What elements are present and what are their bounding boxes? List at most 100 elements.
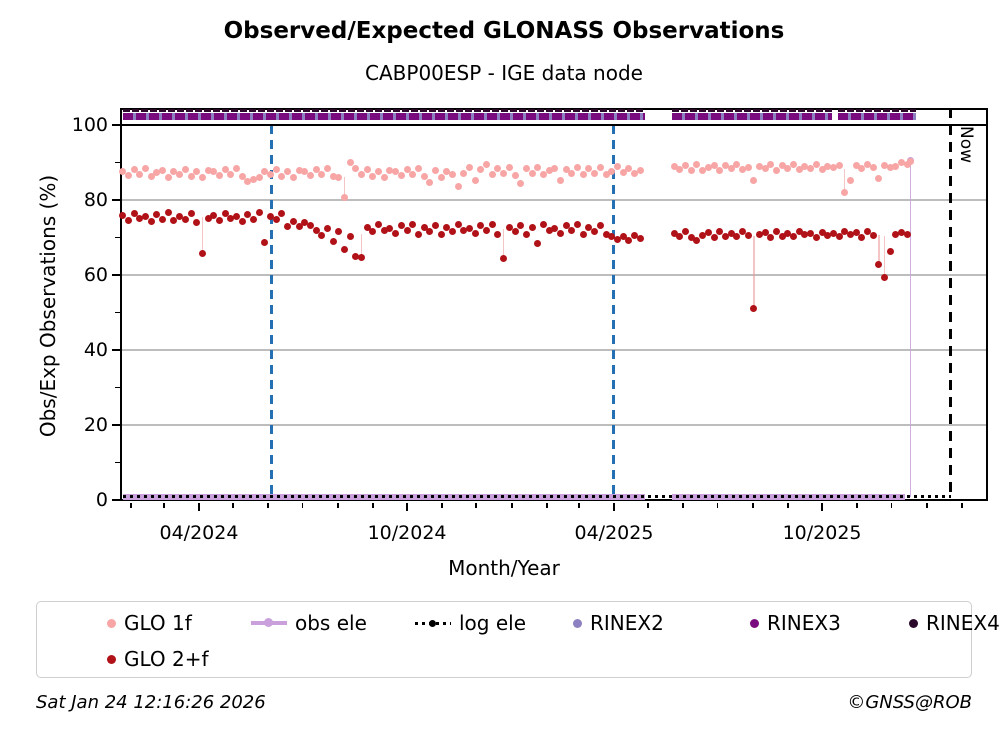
- point-GLO-2-f: [568, 227, 576, 235]
- point-GLO-1f: [761, 164, 769, 172]
- x-minor-tick: [475, 503, 478, 508]
- point-GLO-2-f: [358, 254, 366, 262]
- point-GLO-2-f: [801, 231, 809, 239]
- point-GLO-2-f: [443, 223, 451, 231]
- point-GLO-2-f: [431, 222, 439, 229]
- point-GLO-1f: [471, 177, 479, 185]
- point-GLO-2-f: [335, 227, 343, 235]
- point-GLO-1f: [164, 174, 172, 181]
- point-GLO-1f: [431, 166, 439, 174]
- point-GLO-1f: [699, 166, 707, 174]
- series-RINEX4: [671, 109, 833, 113]
- point-GLO-2-f: [591, 227, 599, 235]
- point-GLO-2-f: [574, 220, 582, 228]
- point-GLO-2-f: [124, 216, 132, 224]
- rinex3-marker-icon: [750, 618, 759, 628]
- point-GLO-2-f: [784, 230, 792, 238]
- point-GLO-2-f: [551, 224, 559, 232]
- point-GLO-2-f: [636, 234, 644, 242]
- point-GLO-2-f: [284, 222, 292, 230]
- point-GLO-2-f: [198, 250, 206, 258]
- point-GLO-1f: [443, 167, 451, 175]
- point-GLO-1f: [363, 165, 371, 173]
- x-minor-tick: [510, 503, 513, 508]
- point-GLO-2-f: [704, 228, 712, 236]
- point-GLO-1f: [881, 162, 889, 169]
- footer-timestamp: Sat Jan 24 12:16:26 2026: [36, 692, 266, 713]
- point-GLO-1f: [204, 166, 212, 174]
- point-GLO-1f: [232, 165, 240, 173]
- x-minor-tick: [682, 503, 685, 508]
- legend-item-glo2f: GLO 2+f: [107, 646, 209, 672]
- point-GLO-1f: [392, 168, 400, 175]
- point-GLO-1f: [841, 189, 849, 197]
- blue-dashed-vline: [270, 125, 274, 500]
- point-GLO-1f: [630, 169, 638, 177]
- point-GLO-2-f: [687, 233, 695, 241]
- point-GLO-1f: [255, 174, 263, 181]
- legend-item-glo1f: GLO 1f: [107, 610, 192, 636]
- point-GLO-1f: [517, 180, 525, 187]
- point-GLO-1f: [801, 163, 809, 171]
- gridline: [122, 349, 986, 351]
- y-major-tick: [112, 124, 120, 126]
- series-RINEX4: [122, 109, 645, 113]
- point-GLO-1f: [846, 176, 854, 184]
- point-GLO-1f: [170, 167, 178, 175]
- y-tick-label: 0: [95, 489, 108, 511]
- point-GLO-1f: [756, 162, 763, 170]
- point-GLO-1f: [380, 173, 388, 181]
- point-GLO-2-f: [522, 230, 530, 238]
- point-GLO-2-f: [756, 230, 763, 238]
- point-GLO-1f: [795, 166, 803, 174]
- y-major-tick: [112, 424, 120, 426]
- dropline: [844, 168, 846, 191]
- point-GLO-2-f: [852, 229, 860, 237]
- y-major-tick: [112, 274, 120, 276]
- point-GLO-2-f: [278, 210, 286, 218]
- point-GLO-1f: [409, 170, 417, 178]
- point-GLO-1f: [875, 174, 883, 182]
- dropline: [201, 216, 204, 252]
- blue-dashed-vline: [612, 125, 616, 500]
- point-GLO-1f: [676, 165, 684, 173]
- point-GLO-2-f: [193, 219, 201, 226]
- x-major-tick: [613, 503, 615, 511]
- point-GLO-1f: [579, 171, 587, 178]
- point-GLO-2-f: [380, 226, 388, 234]
- x-minor-tick: [545, 503, 548, 508]
- point-GLO-2-f: [545, 226, 553, 234]
- point-GLO-1f: [710, 162, 718, 170]
- y-minor-tick: [115, 386, 120, 389]
- point-GLO-2-f: [670, 229, 678, 237]
- point-GLO-1f: [829, 164, 837, 172]
- point-GLO-2-f: [721, 232, 729, 240]
- obs_ele-marker-icon: [251, 618, 287, 627]
- point-GLO-2-f: [289, 218, 297, 226]
- point-GLO-1f: [358, 171, 366, 178]
- point-GLO-2-f: [812, 234, 820, 241]
- point-GLO-1f: [323, 165, 331, 173]
- point-GLO-2-f: [750, 305, 758, 313]
- legend-item-rinex4: RINEX4: [909, 610, 1000, 636]
- point-GLO-1f: [608, 168, 616, 175]
- point-GLO-1f: [449, 171, 457, 178]
- point-GLO-2-f: [397, 222, 405, 230]
- point-GLO-1f: [397, 172, 405, 180]
- point-GLO-2-f: [312, 226, 320, 234]
- point-GLO-1f: [693, 160, 701, 168]
- gridline: [122, 199, 986, 201]
- point-GLO-2-f: [824, 232, 832, 240]
- point-GLO-1f: [312, 166, 320, 174]
- point-GLO-1f: [130, 166, 138, 174]
- point-GLO-2-f: [699, 231, 707, 239]
- point-GLO-2-f: [733, 233, 741, 241]
- legend-label-log_ele: log ele: [459, 611, 527, 635]
- point-GLO-1f: [562, 165, 570, 173]
- point-GLO-2-f: [846, 231, 854, 238]
- x-minor-tick: [647, 503, 649, 508]
- point-GLO-2-f: [864, 228, 872, 236]
- point-GLO-2-f: [585, 224, 593, 232]
- point-GLO-2-f: [483, 227, 491, 235]
